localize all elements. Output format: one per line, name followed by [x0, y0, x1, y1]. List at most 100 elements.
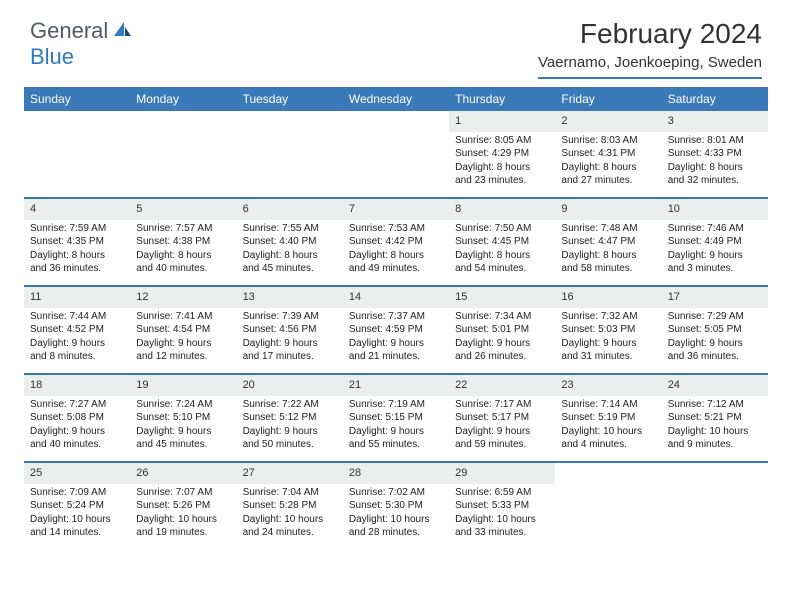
day-info: Sunrise: 7:39 AMSunset: 4:56 PMDaylight:…: [237, 310, 343, 368]
daylight-text: Daylight: 9 hours and 59 minutes.: [455, 425, 549, 452]
week-row: 18Sunrise: 7:27 AMSunset: 5:08 PMDayligh…: [24, 375, 768, 463]
day-info: Sunrise: 7:41 AMSunset: 4:54 PMDaylight:…: [130, 310, 236, 368]
day-info: Sunrise: 7:48 AMSunset: 4:47 PMDaylight:…: [555, 222, 661, 280]
week-row: 1Sunrise: 8:05 AMSunset: 4:29 PMDaylight…: [24, 111, 768, 199]
day-info: Sunrise: 7:53 AMSunset: 4:42 PMDaylight:…: [343, 222, 449, 280]
sunrise-text: Sunrise: 7:17 AM: [455, 398, 549, 412]
day-info: Sunrise: 7:19 AMSunset: 5:15 PMDaylight:…: [343, 398, 449, 456]
sunrise-text: Sunrise: 7:14 AM: [561, 398, 655, 412]
day-info: Sunrise: 7:46 AMSunset: 4:49 PMDaylight:…: [662, 222, 768, 280]
day-info: Sunrise: 7:50 AMSunset: 4:45 PMDaylight:…: [449, 222, 555, 280]
day-number: 26: [130, 463, 236, 484]
sunset-text: Sunset: 5:24 PM: [30, 499, 124, 513]
sunset-text: Sunset: 4:54 PM: [136, 323, 230, 337]
day-info: Sunrise: 7:17 AMSunset: 5:17 PMDaylight:…: [449, 398, 555, 456]
day-info: Sunrise: 7:07 AMSunset: 5:26 PMDaylight:…: [130, 486, 236, 544]
day-cell: [24, 111, 130, 197]
day-number: [555, 463, 661, 469]
day-cell: 18Sunrise: 7:27 AMSunset: 5:08 PMDayligh…: [24, 375, 130, 461]
day-info: Sunrise: 7:09 AMSunset: 5:24 PMDaylight:…: [24, 486, 130, 544]
day-number: 15: [449, 287, 555, 308]
day-cell: 27Sunrise: 7:04 AMSunset: 5:28 PMDayligh…: [237, 463, 343, 549]
day-cell: 21Sunrise: 7:19 AMSunset: 5:15 PMDayligh…: [343, 375, 449, 461]
daylight-text: Daylight: 8 hours and 27 minutes.: [561, 161, 655, 188]
sunset-text: Sunset: 4:38 PM: [136, 235, 230, 249]
day-cell: 5Sunrise: 7:57 AMSunset: 4:38 PMDaylight…: [130, 199, 236, 285]
day-number: 23: [555, 375, 661, 396]
day-cell: [130, 111, 236, 197]
sunrise-text: Sunrise: 6:59 AM: [455, 486, 549, 500]
day-cell: 29Sunrise: 6:59 AMSunset: 5:33 PMDayligh…: [449, 463, 555, 549]
daylight-text: Daylight: 10 hours and 24 minutes.: [243, 513, 337, 540]
sunset-text: Sunset: 4:59 PM: [349, 323, 443, 337]
day-cell: [237, 111, 343, 197]
day-number: 29: [449, 463, 555, 484]
daylight-text: Daylight: 10 hours and 28 minutes.: [349, 513, 443, 540]
day-cell: 12Sunrise: 7:41 AMSunset: 4:54 PMDayligh…: [130, 287, 236, 373]
sunrise-text: Sunrise: 7:53 AM: [349, 222, 443, 236]
sunset-text: Sunset: 5:12 PM: [243, 411, 337, 425]
daylight-text: Daylight: 9 hours and 55 minutes.: [349, 425, 443, 452]
daylight-text: Daylight: 8 hours and 54 minutes.: [455, 249, 549, 276]
day-cell: 2Sunrise: 8:03 AMSunset: 4:31 PMDaylight…: [555, 111, 661, 197]
weekday-tuesday: Tuesday: [237, 87, 343, 111]
sunset-text: Sunset: 5:05 PM: [668, 323, 762, 337]
sunrise-text: Sunrise: 7:29 AM: [668, 310, 762, 324]
sunrise-text: Sunrise: 8:03 AM: [561, 134, 655, 148]
day-cell: 17Sunrise: 7:29 AMSunset: 5:05 PMDayligh…: [662, 287, 768, 373]
daylight-text: Daylight: 8 hours and 58 minutes.: [561, 249, 655, 276]
weekday-friday: Friday: [555, 87, 661, 111]
week-row: 4Sunrise: 7:59 AMSunset: 4:35 PMDaylight…: [24, 199, 768, 287]
weekday-thursday: Thursday: [449, 87, 555, 111]
sunrise-text: Sunrise: 7:12 AM: [668, 398, 762, 412]
day-info: Sunrise: 7:24 AMSunset: 5:10 PMDaylight:…: [130, 398, 236, 456]
day-cell: 11Sunrise: 7:44 AMSunset: 4:52 PMDayligh…: [24, 287, 130, 373]
daylight-text: Daylight: 9 hours and 12 minutes.: [136, 337, 230, 364]
daylight-text: Daylight: 9 hours and 50 minutes.: [243, 425, 337, 452]
day-cell: 4Sunrise: 7:59 AMSunset: 4:35 PMDaylight…: [24, 199, 130, 285]
daylight-text: Daylight: 9 hours and 3 minutes.: [668, 249, 762, 276]
day-number: 10: [662, 199, 768, 220]
day-number: 7: [343, 199, 449, 220]
daylight-text: Daylight: 9 hours and 45 minutes.: [136, 425, 230, 452]
daylight-text: Daylight: 10 hours and 14 minutes.: [30, 513, 124, 540]
day-info: Sunrise: 7:44 AMSunset: 4:52 PMDaylight:…: [24, 310, 130, 368]
daylight-text: Daylight: 10 hours and 9 minutes.: [668, 425, 762, 452]
day-number: 4: [24, 199, 130, 220]
daylight-text: Daylight: 9 hours and 26 minutes.: [455, 337, 549, 364]
sunrise-text: Sunrise: 7:27 AM: [30, 398, 124, 412]
day-number: [662, 463, 768, 469]
sunrise-text: Sunrise: 7:39 AM: [243, 310, 337, 324]
sunset-text: Sunset: 5:33 PM: [455, 499, 549, 513]
day-cell: 22Sunrise: 7:17 AMSunset: 5:17 PMDayligh…: [449, 375, 555, 461]
day-info: Sunrise: 7:22 AMSunset: 5:12 PMDaylight:…: [237, 398, 343, 456]
day-cell: 23Sunrise: 7:14 AMSunset: 5:19 PMDayligh…: [555, 375, 661, 461]
sunset-text: Sunset: 5:19 PM: [561, 411, 655, 425]
sunrise-text: Sunrise: 7:59 AM: [30, 222, 124, 236]
day-info: Sunrise: 8:03 AMSunset: 4:31 PMDaylight:…: [555, 134, 661, 192]
day-cell: 10Sunrise: 7:46 AMSunset: 4:49 PMDayligh…: [662, 199, 768, 285]
day-cell: 16Sunrise: 7:32 AMSunset: 5:03 PMDayligh…: [555, 287, 661, 373]
sunset-text: Sunset: 5:30 PM: [349, 499, 443, 513]
day-number: 20: [237, 375, 343, 396]
sunrise-text: Sunrise: 7:44 AM: [30, 310, 124, 324]
sunrise-text: Sunrise: 7:22 AM: [243, 398, 337, 412]
sunrise-text: Sunrise: 7:34 AM: [455, 310, 549, 324]
logo: General: [30, 18, 134, 44]
sunset-text: Sunset: 5:28 PM: [243, 499, 337, 513]
sunset-text: Sunset: 5:08 PM: [30, 411, 124, 425]
day-info: Sunrise: 7:57 AMSunset: 4:38 PMDaylight:…: [130, 222, 236, 280]
day-info: Sunrise: 7:02 AMSunset: 5:30 PMDaylight:…: [343, 486, 449, 544]
day-cell: 14Sunrise: 7:37 AMSunset: 4:59 PMDayligh…: [343, 287, 449, 373]
day-cell: 20Sunrise: 7:22 AMSunset: 5:12 PMDayligh…: [237, 375, 343, 461]
day-info: Sunrise: 7:59 AMSunset: 4:35 PMDaylight:…: [24, 222, 130, 280]
sail-icon: [112, 20, 132, 43]
sunset-text: Sunset: 4:52 PM: [30, 323, 124, 337]
sunset-text: Sunset: 5:03 PM: [561, 323, 655, 337]
day-cell: 9Sunrise: 7:48 AMSunset: 4:47 PMDaylight…: [555, 199, 661, 285]
day-cell: [555, 463, 661, 549]
daylight-text: Daylight: 9 hours and 21 minutes.: [349, 337, 443, 364]
sunset-text: Sunset: 4:29 PM: [455, 147, 549, 161]
weekday-wednesday: Wednesday: [343, 87, 449, 111]
day-cell: 28Sunrise: 7:02 AMSunset: 5:30 PMDayligh…: [343, 463, 449, 549]
